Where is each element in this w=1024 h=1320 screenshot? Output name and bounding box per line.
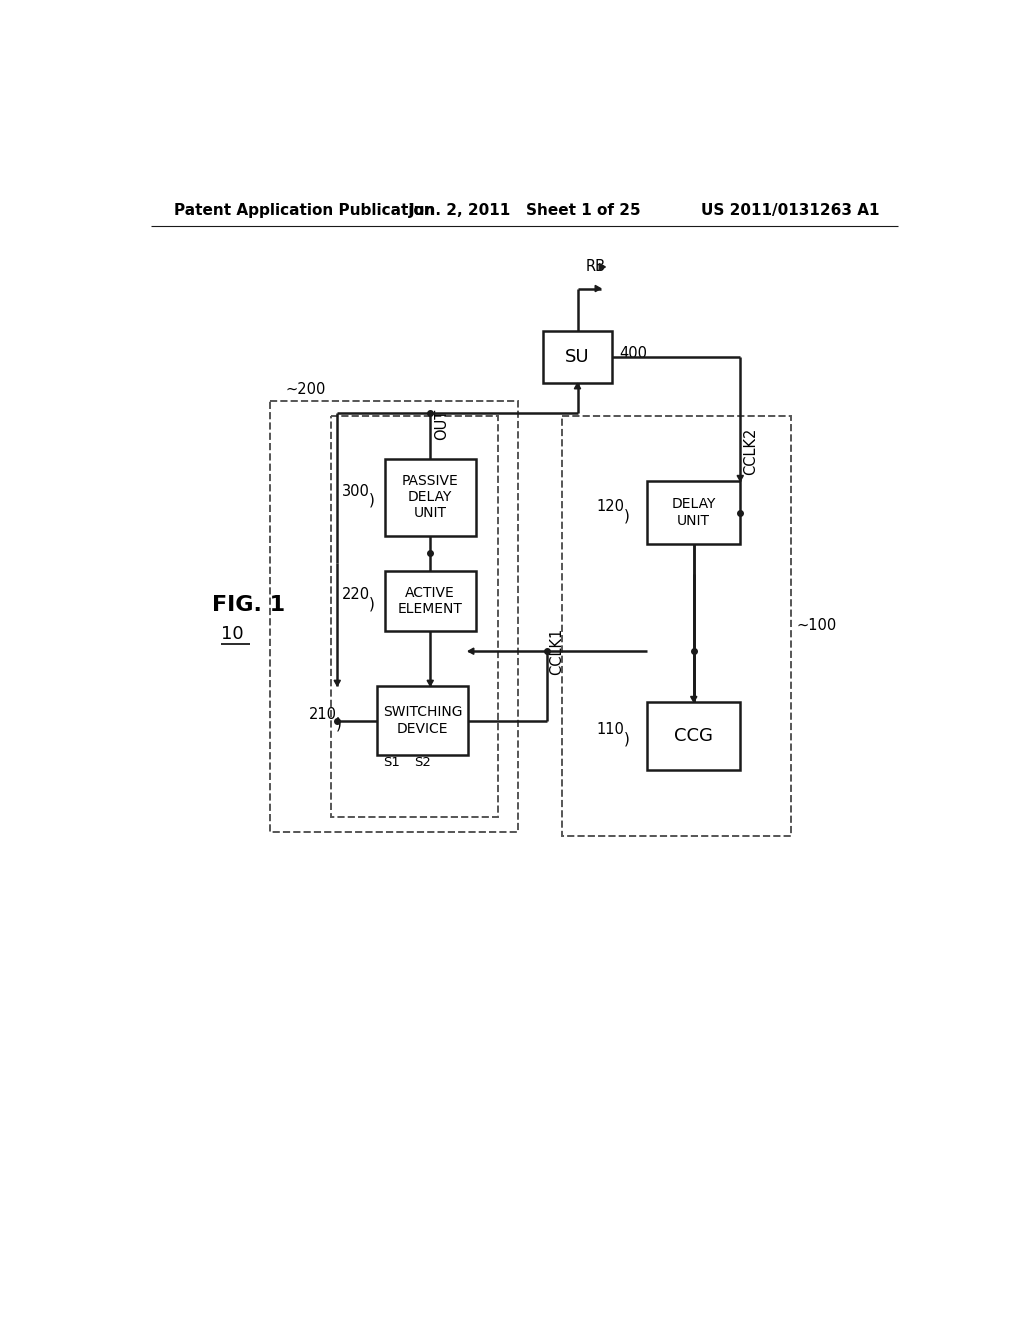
Text: DELAY
UNIT: DELAY UNIT	[672, 498, 716, 528]
Text: SWITCHING
DEVICE: SWITCHING DEVICE	[383, 705, 462, 735]
Polygon shape	[595, 285, 601, 292]
Text: ): )	[624, 508, 630, 523]
Text: 210: 210	[308, 706, 337, 722]
Polygon shape	[334, 680, 340, 686]
Text: ): )	[624, 731, 630, 747]
Text: CCLK1: CCLK1	[550, 627, 564, 675]
Polygon shape	[690, 697, 697, 702]
Text: ): )	[369, 597, 375, 611]
Bar	[270, 401, 518, 832]
Text: 120: 120	[597, 499, 625, 513]
Text: 10: 10	[221, 626, 244, 643]
Bar	[385, 572, 476, 631]
Bar	[377, 686, 468, 755]
Text: FIG. 1: FIG. 1	[212, 595, 285, 615]
Text: Patent Application Publication: Patent Application Publication	[174, 203, 435, 218]
Bar	[544, 331, 611, 383]
Text: ): )	[369, 492, 375, 508]
Text: ~200: ~200	[286, 381, 326, 397]
Bar	[331, 416, 498, 817]
Text: PASSIVE
DELAY
UNIT: PASSIVE DELAY UNIT	[401, 474, 459, 520]
Polygon shape	[599, 264, 605, 271]
Bar	[647, 480, 740, 544]
Text: 110: 110	[597, 722, 625, 738]
Polygon shape	[468, 648, 474, 655]
Bar	[562, 416, 791, 836]
Bar	[385, 459, 476, 536]
Text: US 2011/0131263 A1: US 2011/0131263 A1	[701, 203, 880, 218]
Text: 400: 400	[620, 346, 647, 360]
Text: CCLK2: CCLK2	[743, 428, 759, 475]
Text: ACTIVE
ELEMENT: ACTIVE ELEMENT	[397, 586, 463, 616]
Text: 300: 300	[342, 483, 370, 499]
Text: S2: S2	[414, 756, 431, 770]
Text: CCG: CCG	[675, 727, 713, 744]
Text: Jun. 2, 2011   Sheet 1 of 25: Jun. 2, 2011 Sheet 1 of 25	[409, 203, 641, 218]
Bar	[647, 702, 740, 770]
Polygon shape	[427, 680, 433, 686]
Text: SU: SU	[565, 348, 590, 366]
Text: RB: RB	[586, 260, 605, 275]
Text: ): )	[336, 715, 342, 731]
Text: ~100: ~100	[797, 618, 837, 634]
Text: S1: S1	[383, 756, 399, 770]
Text: 220: 220	[342, 587, 370, 602]
Polygon shape	[574, 383, 581, 389]
Polygon shape	[737, 475, 743, 480]
Text: OUT: OUT	[434, 408, 450, 440]
